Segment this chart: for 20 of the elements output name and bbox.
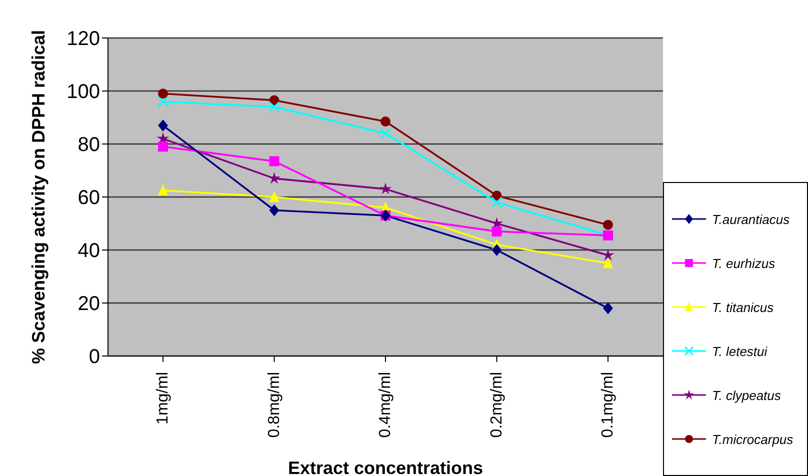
y-tick-label: 80 <box>78 134 100 156</box>
y-tick-label: 40 <box>78 240 100 262</box>
legend-label: T. titanicus <box>712 300 774 314</box>
x-tick-label: 0.2mg/ml <box>488 372 506 438</box>
y-axis-title: % Scavenging activity on DPPH radical <box>28 30 48 364</box>
legend-label: T. eurhizus <box>712 256 776 270</box>
x-tick-label: 0.1mg/ml <box>600 372 616 438</box>
x-tick-label: 0.8mg/ml <box>266 372 283 438</box>
x-tick-label: 1mg/ml <box>154 372 172 424</box>
legend-label: T.aurantiacus <box>712 212 790 226</box>
legend-label: T. clypeatus <box>712 388 781 402</box>
x-tick-label: 0.4mg/ml <box>377 372 394 438</box>
y-tick-label: 20 <box>78 293 100 316</box>
legend-label: T. letestui <box>712 344 768 358</box>
x-axis-title: Extract concentrations <box>288 458 484 476</box>
y-tick-label: 0 <box>88 346 100 368</box>
legend-label: T.microcarpus <box>712 432 794 446</box>
y-tick-label: 100 <box>66 81 100 104</box>
y-tick-label: 120 <box>66 28 100 50</box>
y-tick-label: 60 <box>78 187 100 210</box>
